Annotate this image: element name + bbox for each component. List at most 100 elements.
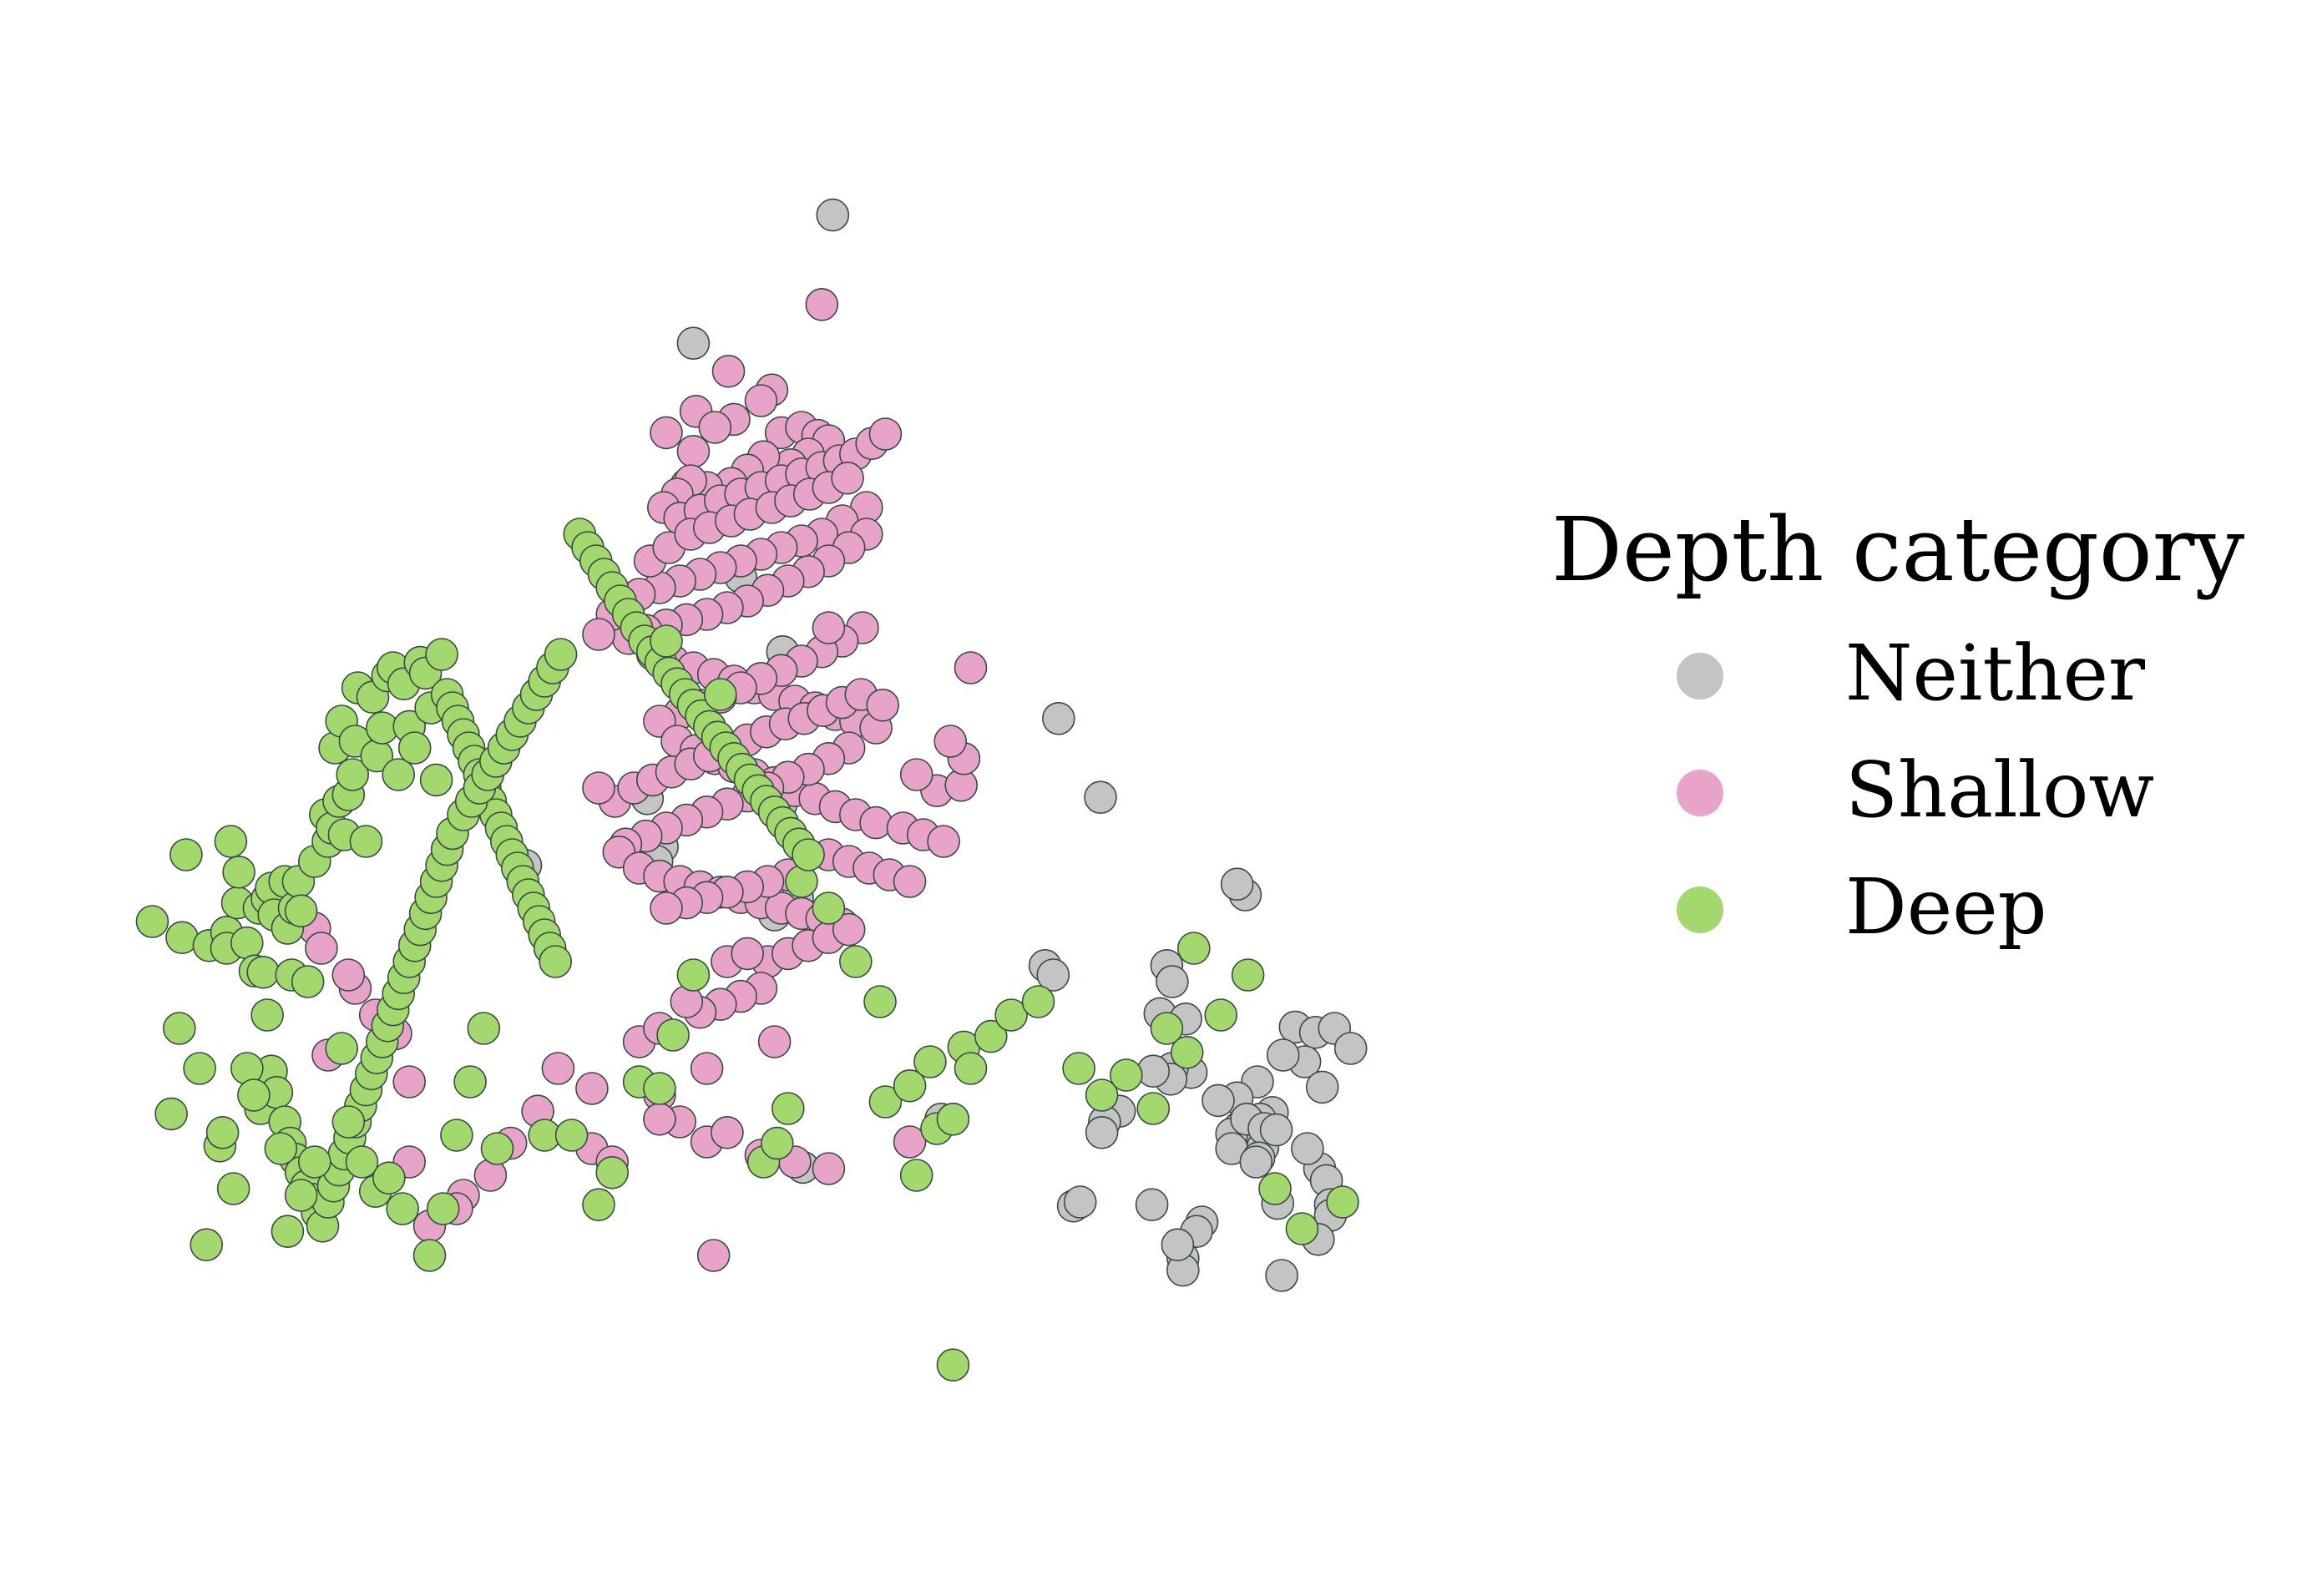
data-point-neither [1333,1032,1368,1065]
data-point-deep [205,1116,240,1149]
data-point-neither [1135,1188,1169,1221]
data-point-deep [169,838,203,871]
legend-title: Depth category [1551,498,2244,601]
data-point-deep [954,1052,988,1085]
data-point-deep [284,894,318,927]
data-point-shallow [866,688,899,722]
data-point-shallow [582,771,615,805]
data-point-deep [1170,1036,1204,1069]
data-point-neither [1084,780,1117,815]
data-point-shallow [392,1065,427,1099]
data-point-deep [216,1172,250,1205]
data-point-deep [214,825,248,858]
data-point-deep [595,1156,630,1189]
data-point-deep [419,763,453,797]
data-point-deep [936,1348,970,1381]
data-point-deep [386,1192,419,1225]
data-point-shallow [331,958,366,992]
data-point-deep [771,1092,805,1125]
data-point-shallow [805,287,839,321]
data-point-deep [325,1032,359,1065]
data-point-deep [1204,998,1237,1032]
data-point-deep [1150,1012,1184,1045]
data-point-shallow [711,1116,744,1149]
data-point-deep [480,1132,514,1165]
data-point-deep [264,1132,298,1165]
data-point-deep [863,985,897,1018]
data-point-deep [331,1105,366,1139]
data-point-deep [868,1085,903,1119]
data-point-deep [291,965,325,998]
data-point-deep [135,905,169,938]
data-point-deep [382,758,416,791]
data-point-deep [349,825,383,858]
data-point-neither [676,326,711,361]
data-point-deep [893,1069,927,1103]
data-point-deep [345,1145,379,1179]
data-point-shallow [954,651,988,684]
data-point-neither [1036,958,1070,992]
data-point-shallow [305,932,338,965]
data-point-deep [1085,1078,1119,1112]
data-point-deep [544,638,578,671]
data-point-deep [643,1072,676,1105]
data-point-deep [425,638,458,671]
data-point-deep [1326,1185,1359,1219]
data-point-neither [1239,1145,1273,1179]
data-point-shallow [541,1052,575,1085]
data-point-deep [760,1126,794,1160]
data-point-deep [1110,1058,1143,1092]
plot-area [135,198,1368,1381]
data-point-deep [1062,1052,1095,1085]
legend-label-deep: Deep [1845,862,2047,952]
data-point-neither [1161,1228,1195,1261]
data-point-deep [812,891,846,925]
data-point-shallow [650,416,683,450]
data-point-shallow [927,825,960,858]
data-point-shallow [757,1025,792,1058]
data-point-deep [440,1119,473,1152]
data-point-shallow [893,865,927,898]
legend-marker-shallow [1677,770,1723,816]
data-point-deep [412,1239,447,1272]
data-point-deep [190,1228,223,1261]
data-point-shallow [859,806,893,840]
data-point-deep [539,945,573,978]
data-point-neither [1291,1132,1324,1165]
data-point-deep [676,958,711,992]
data-point-shallow [744,384,778,417]
data-point-shallow [698,411,732,444]
data-point-shallow [899,758,933,791]
data-point-deep [554,1119,589,1152]
data-point-shallow [893,1125,927,1159]
data-point-neither [1266,1038,1300,1072]
data-point-neither [1156,965,1189,998]
data-point-deep [913,1045,947,1078]
data-point-shallow [650,891,683,925]
data-point-deep [936,1103,970,1136]
data-point-neither [1042,701,1075,735]
data-point-deep [1231,958,1265,992]
legend-label-neither: Neither [1845,629,2145,718]
data-point-shallow [643,1103,676,1136]
data-point-deep [1285,1212,1319,1245]
data-point-deep [1177,932,1211,965]
data-point-deep [336,758,370,791]
data-point-neither [816,198,850,232]
data-point-deep [271,1215,305,1248]
data-point-neither [1265,1259,1298,1292]
data-point-shallow [582,618,615,651]
data-point-deep [230,926,264,960]
data-point-deep [703,678,737,711]
data-point-shallow [696,1239,731,1272]
data-point-deep [994,998,1028,1032]
data-point-deep [154,1097,188,1131]
data-point-deep [974,1019,1008,1053]
data-point-deep [899,1159,933,1192]
data-point-deep [792,838,825,871]
data-point-neither [1202,1083,1235,1118]
data-point-deep [582,1188,615,1221]
data-point-deep [246,956,281,989]
data-point-shallow [831,461,864,495]
